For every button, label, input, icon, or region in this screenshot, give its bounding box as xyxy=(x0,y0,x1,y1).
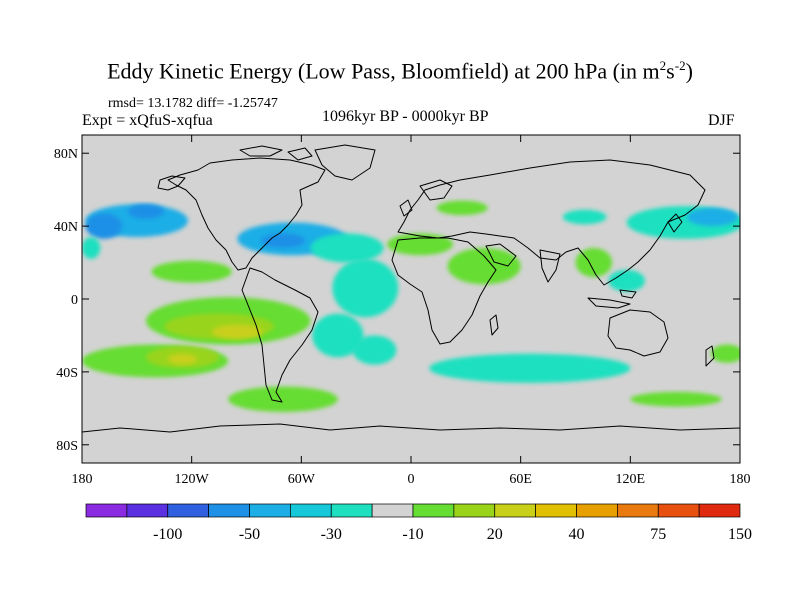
colorbar-swatch xyxy=(576,503,618,518)
coast-greenland xyxy=(314,144,376,181)
eke-region-26 xyxy=(228,386,338,412)
colorbar-swatch xyxy=(494,503,536,518)
coast-alaska xyxy=(157,175,186,191)
coast-india xyxy=(539,249,561,283)
coast-eurasia xyxy=(397,159,706,286)
coast-north-america xyxy=(167,157,326,271)
lon-label: 180 xyxy=(72,472,93,487)
eke-region-25 xyxy=(167,353,198,365)
lon-label: 120E xyxy=(616,472,646,487)
lon-label: 120W xyxy=(175,472,210,487)
eke-region-13 xyxy=(436,200,488,216)
eke-region-27 xyxy=(630,391,722,407)
colorbar-swatch xyxy=(657,503,700,518)
coast-madagascar xyxy=(489,314,499,336)
eke-region-1 xyxy=(85,213,123,239)
colorbar-swatch xyxy=(249,503,291,518)
eke-region-17 xyxy=(608,269,645,292)
lon-label: 60E xyxy=(509,472,532,487)
lat-label: 0 xyxy=(71,293,78,308)
coast-africa xyxy=(391,237,497,345)
colorbar-swatch xyxy=(617,503,659,518)
eke-region-12 xyxy=(429,353,631,383)
eke-region-28 xyxy=(710,344,740,363)
coast-antarctica xyxy=(82,423,740,433)
chart-title: Eddy Kinetic Energy (Low Pass, Bloomfiel… xyxy=(107,58,693,84)
colorbar-swatch xyxy=(412,503,455,518)
eke-region-5 xyxy=(261,233,305,248)
coast-south-america xyxy=(241,267,319,403)
lon-label: 0 xyxy=(408,472,415,487)
colorbar-swatch xyxy=(208,503,250,518)
eke-region-6 xyxy=(310,233,384,263)
coast-new-zealand xyxy=(705,345,715,367)
colorbar-label: -30 xyxy=(321,526,342,543)
eke-region-11 xyxy=(562,209,607,225)
eke-region-3 xyxy=(127,204,165,219)
stats-line: rmsd= 13.1782 diff= -1.25747 xyxy=(108,96,278,111)
colorbar-label: 40 xyxy=(569,526,585,543)
colorbar-label: 20 xyxy=(487,526,503,543)
coast-scandinavia xyxy=(419,179,453,201)
colorbar-swatch xyxy=(453,503,496,518)
experiment-label: Expt = xQfuS-xqfua xyxy=(82,112,213,129)
lon-label: 60W xyxy=(288,472,316,487)
eke-region-22 xyxy=(151,260,232,283)
colorbar-label: -10 xyxy=(402,526,423,543)
lon-label: 180 xyxy=(730,472,751,487)
coast-australia xyxy=(607,309,669,357)
colorbar-swatch xyxy=(126,503,169,518)
eke-region-2 xyxy=(82,237,101,259)
map-background xyxy=(82,135,740,463)
eke-region-21 xyxy=(211,324,263,340)
eke-region-14 xyxy=(447,247,521,285)
coast-arctic-islands xyxy=(239,145,313,161)
lat-label: 40N xyxy=(54,220,78,235)
colorbar-swatch xyxy=(535,503,577,518)
eke-region-10 xyxy=(686,207,739,227)
colorbar-swatch xyxy=(330,503,373,518)
colorbar-label: 75 xyxy=(650,526,666,543)
eke-region-8 xyxy=(312,313,364,358)
period-label: 1096kyr BP - 0000kyr BP xyxy=(322,108,489,125)
eke-region-18 xyxy=(352,335,397,365)
coastlines xyxy=(82,144,740,433)
lat-label: 80N xyxy=(54,147,78,162)
coast-japan xyxy=(667,213,683,233)
colorbar-swatch xyxy=(371,503,414,518)
colorbar-swatch xyxy=(290,503,332,518)
colorbar-label: 150 xyxy=(728,526,752,543)
lat-label: 80S xyxy=(56,439,78,454)
colorbar-swatch xyxy=(167,503,209,518)
eke-region-7 xyxy=(332,258,399,318)
lat-label: 40S xyxy=(56,366,78,381)
map-axes: 80N 40N 0 40S 80S 180 120W 60W 0 60E 120E 180 xyxy=(54,135,751,487)
coast-indonesia xyxy=(587,289,637,309)
eke-region-15 xyxy=(387,233,454,256)
colorbar-label: -100 xyxy=(153,526,182,543)
colorbar-swatch xyxy=(85,503,128,518)
coast-arabia xyxy=(485,243,517,267)
season-label: DJF xyxy=(708,112,735,129)
eke-field xyxy=(82,200,740,412)
colorbar-swatch xyxy=(698,503,741,518)
colorbar-label: -50 xyxy=(239,526,260,543)
coast-britain xyxy=(399,199,413,217)
colorbar: -100 -50 -30 -10 20 40 75 150 xyxy=(85,503,752,543)
